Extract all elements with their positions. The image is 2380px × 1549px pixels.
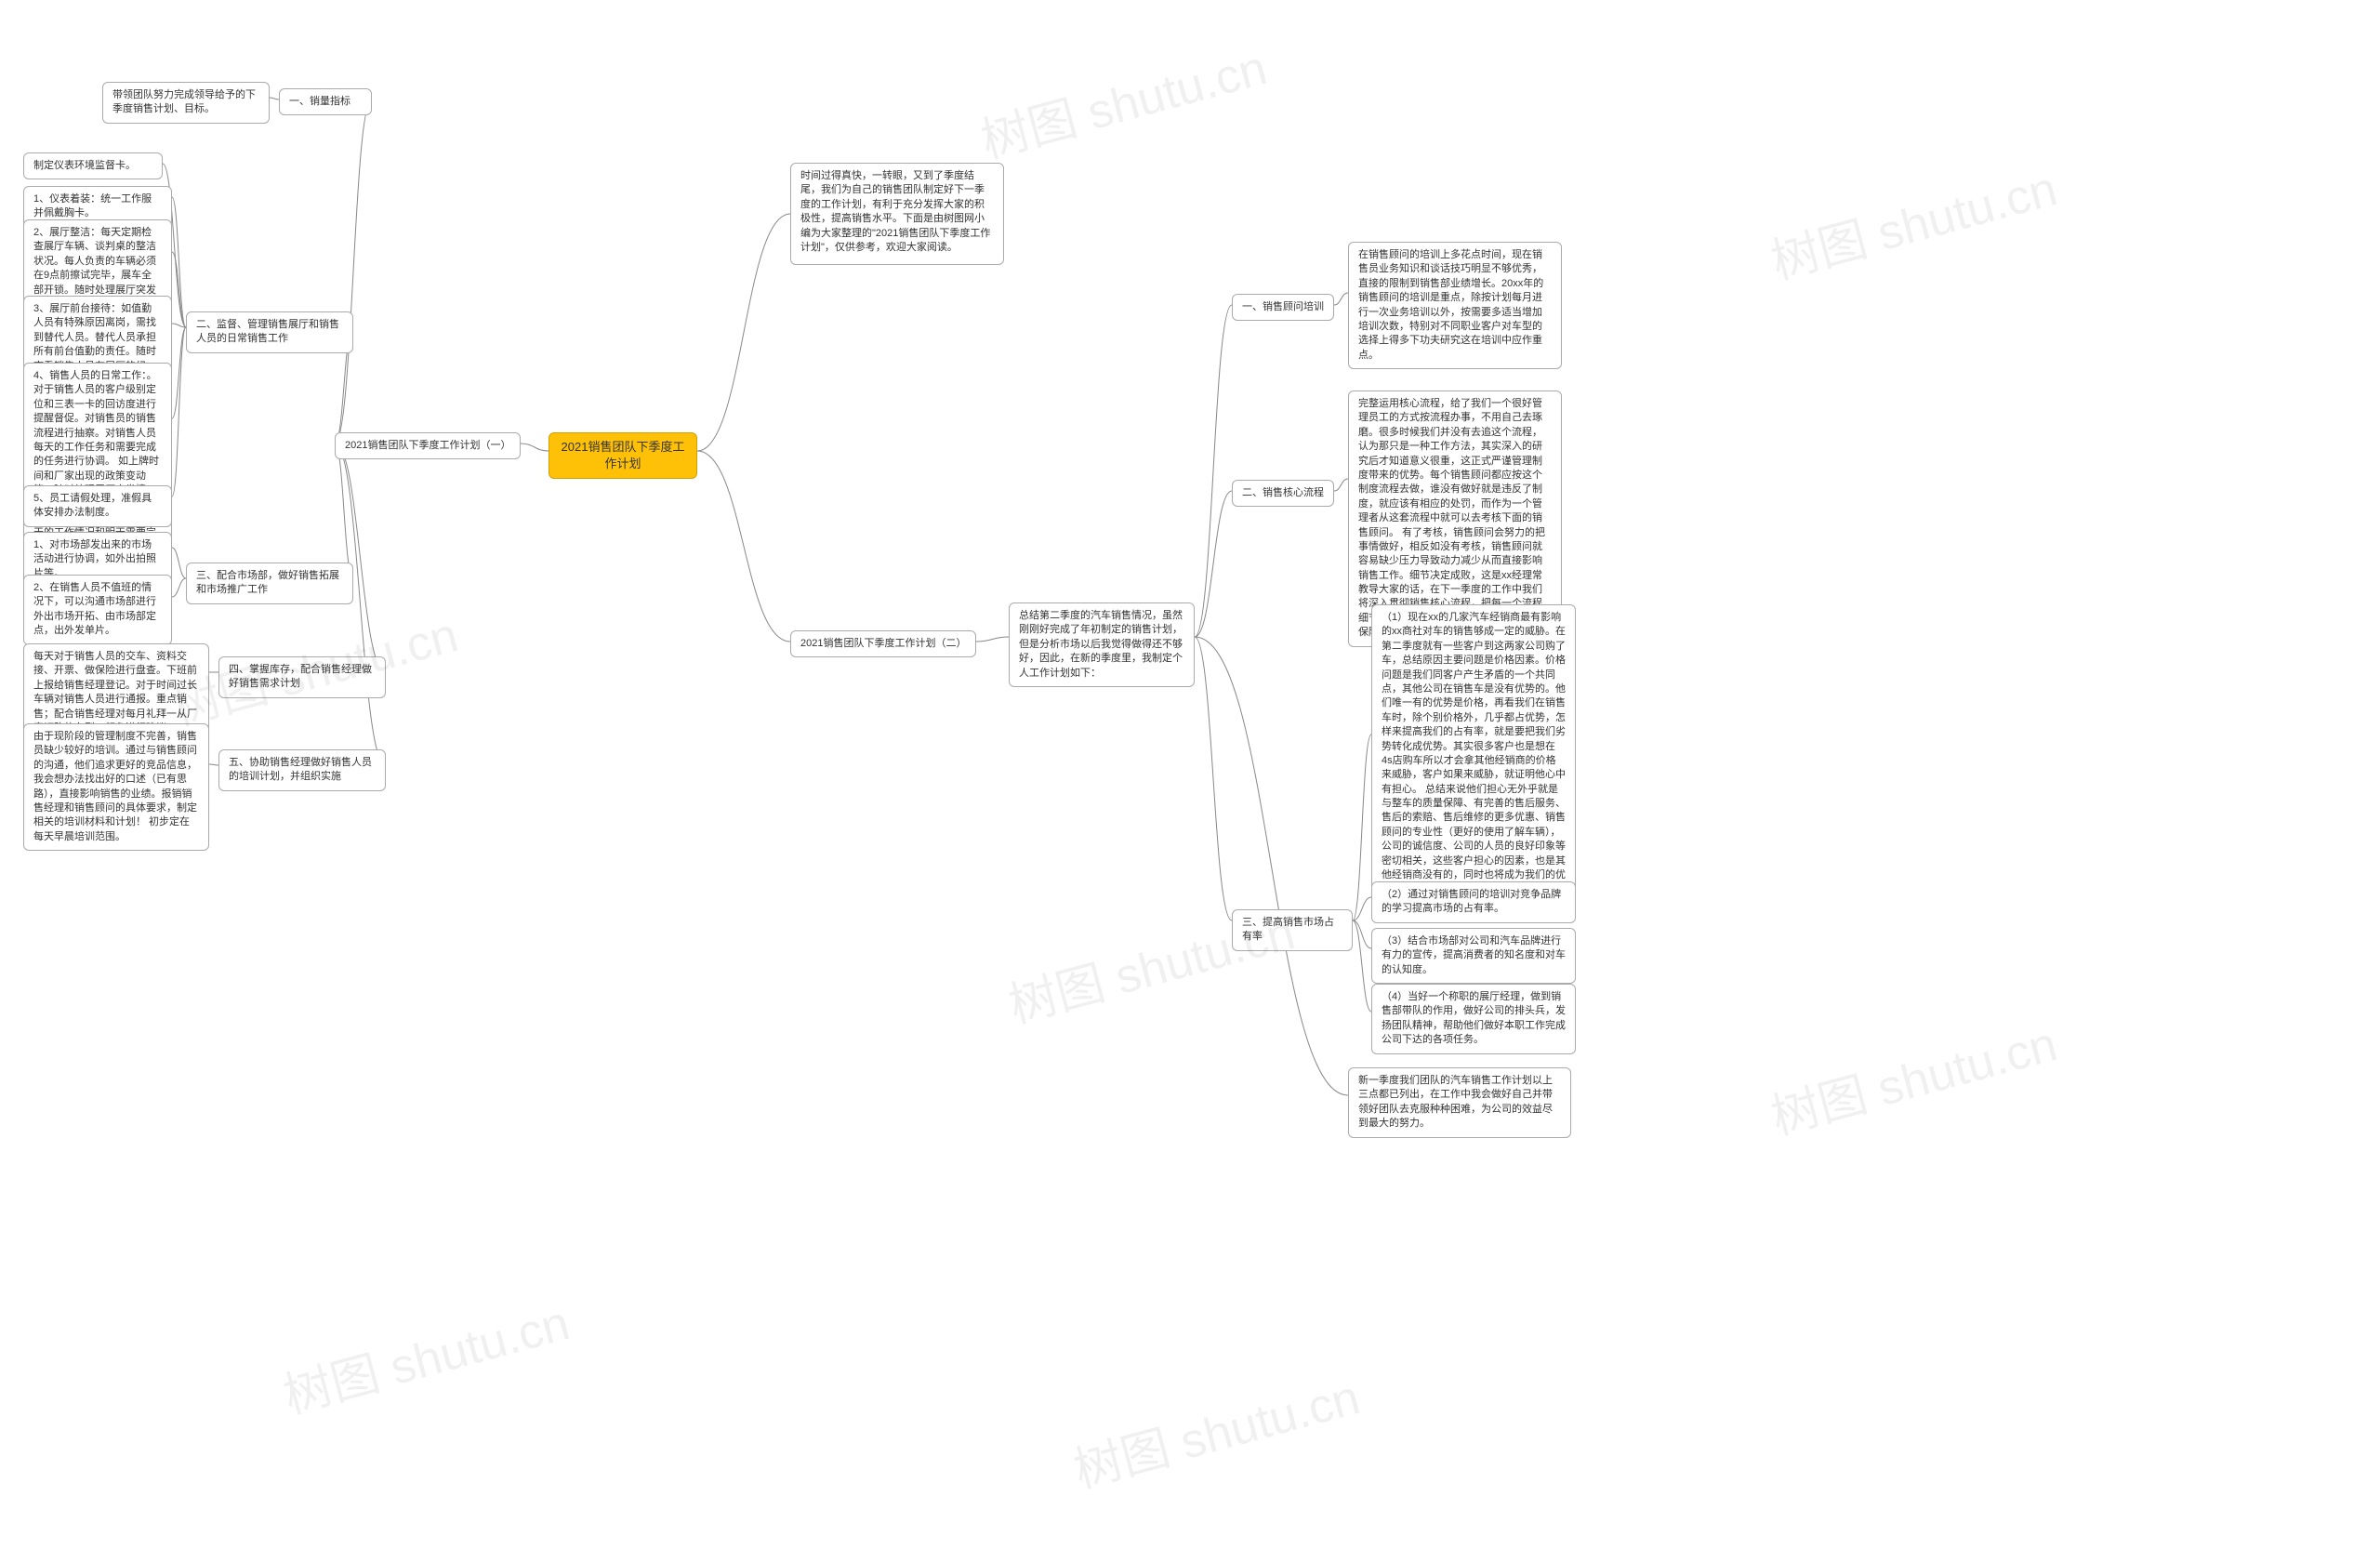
mindmap-edge: [335, 444, 353, 578]
watermark-text: 树图 shutu.cn: [972, 29, 1274, 172]
mindmap-edge: [1353, 920, 1371, 948]
mindmap-edge: [1353, 920, 1371, 1012]
watermark-text: 树图 shutu.cn: [1763, 150, 2064, 293]
mindmap-node-a2_0: 制定仪表环境监督卡。: [23, 152, 163, 179]
mindmap-edge: [1353, 897, 1371, 920]
mindmap-edge: [209, 764, 218, 765]
mindmap-node-a4: 四、掌握库存，配合销售经理做好销售需求计划: [218, 656, 386, 698]
watermark-text: 树图 shutu.cn: [275, 1284, 576, 1427]
mindmap-edge: [976, 637, 1009, 642]
mindmap-edge: [335, 444, 386, 672]
mindmap-node-a5_1: 由于现阶段的管理制度不完善，销售员缺少较好的培训。通过与销售顾问的沟通，他们追求…: [23, 723, 209, 851]
mindmap-node-b3_5: 新一季度我们团队的汽车销售工作计划以上三点都已列出，在工作中我会做好自己并带领好…: [1348, 1067, 1571, 1138]
mindmap-edge: [697, 451, 790, 642]
mindmap-edge: [1353, 735, 1371, 920]
mindmap-node-b3_1: （1）现在xx的几家汽车经销商最有影响的xx商社对车的销售够成一定的威胁。在第二…: [1371, 604, 1576, 904]
mindmap-edge: [1334, 479, 1348, 491]
watermark-text: 树图 shutu.cn: [1763, 1005, 2064, 1148]
mindmap-edge: [172, 327, 186, 418]
mindmap-node-b3: 三、提高销售市场占有率: [1232, 909, 1353, 951]
mindmap-node-b1: 一、销售顾问培训: [1232, 294, 1334, 321]
mindmap-node-a5: 五、协助销售经理做好销售人员的培训计划，并组织实施: [218, 749, 386, 791]
mindmap-edge: [1195, 637, 1348, 1095]
mindmap-edge: [172, 252, 186, 327]
mindmap-edge: [521, 444, 549, 451]
mindmap-edge: [172, 548, 186, 578]
mindmap-node-a2_5: 5、员工请假处理，准假具体安排办法制度。: [23, 485, 172, 527]
mindmap-node-b1_1: 在销售顾问的培训上多花点时间，现在销售员业务知识和谈话技巧明显不够优秀，直接的限…: [1348, 242, 1562, 369]
mindmap-edge: [335, 99, 372, 444]
mindmap-edge: [270, 98, 279, 99]
mindmap-edge: [1334, 293, 1348, 305]
mindmap-node-bIntro: 总结第二季度的汽车销售情况，虽然刚刚好完成了年初制定的销售计划，但是分析市场以后…: [1009, 602, 1195, 687]
mindmap-node-root: 2021销售团队下季度工作计划: [549, 432, 697, 479]
mindmap-node-planB: 2021销售团队下季度工作计划（二）: [790, 630, 976, 657]
mindmap-node-a1: 一、销量指标: [279, 88, 372, 115]
mindmap-node-planA: 2021销售团队下季度工作计划（一）: [335, 432, 521, 459]
mindmap-node-intro: 时间过得真快，一转眼，又到了季度结尾，我们为自己的销售团队制定好下一季度的工作计…: [790, 163, 1004, 265]
mindmap-node-b3_3: （3）结合市场部对公司和汽车品牌进行有力的宣传，提高消费者的知名度和对车的认知度…: [1371, 928, 1576, 984]
mindmap-edge: [1195, 491, 1232, 637]
mindmap-node-a1_1: 带领团队努力完成领导给予的下季度销售计划、目标。: [102, 82, 270, 124]
mindmap-edge: [172, 324, 186, 327]
watermark-text: 树图 shutu.cn: [1065, 1358, 1367, 1502]
mindmap-node-a2: 二、监督、管理销售展厅和销售人员的日常销售工作: [186, 311, 353, 353]
mindmap-node-b3_2: （2）通过对销售顾问的培训对竞争品牌的学习提高市场的占有率。: [1371, 881, 1576, 923]
mindmap-node-a3: 三、配合市场部，做好销售拓展和市场推广工作: [186, 563, 353, 604]
mindmap-edge: [172, 197, 186, 327]
mindmap-node-a3_2: 2、在销售人员不值班的情况下，可以沟通市场部进行外出市场开拓、由市场部定点，出外…: [23, 575, 172, 645]
mindmap-edge: [172, 327, 186, 496]
mindmap-node-b2: 二、销售核心流程: [1232, 480, 1334, 507]
mindmap-edge: [697, 214, 790, 451]
mindmap-edge: [1195, 305, 1232, 637]
mindmap-edge: [172, 578, 186, 597]
mindmap-node-b3_4: （4）当好一个称职的展厅经理，做到销售部带队的作用，做好公司的排头兵，发扬团队精…: [1371, 984, 1576, 1054]
mindmap-edge: [1195, 637, 1232, 920]
mindmap-edge: [335, 444, 386, 765]
